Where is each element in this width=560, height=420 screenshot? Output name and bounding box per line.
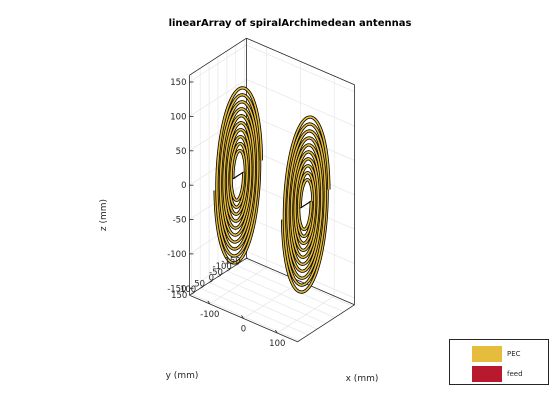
y-tick-label: 0 <box>209 274 214 284</box>
z-tick-label: -50 <box>173 216 187 226</box>
x-tick-mark <box>207 300 211 305</box>
legend-label-pec: PEC <box>507 350 521 358</box>
y-tick-mark <box>191 292 195 295</box>
legend-swatch-pec <box>472 346 502 362</box>
grid-line <box>226 270 336 318</box>
z-tick-label: 0 <box>181 181 186 191</box>
y-axis-label: y (mm) <box>166 371 199 381</box>
legend-item-feed: feed <box>472 366 523 382</box>
y-tick-mark <box>208 280 213 283</box>
axes-box-edge <box>246 257 355 306</box>
y-tick-label: -150 <box>221 256 240 266</box>
axes-box-edge <box>189 37 247 76</box>
grid-line <box>208 282 318 330</box>
y-tick-mark <box>244 257 248 260</box>
grid-line <box>217 276 327 324</box>
z-tick-label: 150 <box>170 78 186 88</box>
y-tick-mark <box>200 286 204 289</box>
legend: PEC feed <box>449 339 549 385</box>
y-tick-label: -50 <box>209 268 223 278</box>
x-tick-label: -100 <box>200 310 219 320</box>
grid-line <box>246 44 355 93</box>
grid-line <box>246 79 355 127</box>
legend-label-feed: feed <box>507 370 523 378</box>
grid-line <box>235 264 344 313</box>
x-tick-label: 0 <box>241 325 246 335</box>
spiral-arm-metal <box>283 116 330 286</box>
axes-box-edge <box>246 37 355 86</box>
spiral-arm-metal <box>216 87 263 257</box>
x-tick-mark <box>274 329 278 334</box>
z-tick-label: 50 <box>176 147 187 157</box>
y-tick-mark <box>235 263 239 266</box>
x-tick-mark <box>241 315 244 319</box>
y-tick-label: 150 <box>171 291 187 301</box>
chart-title: linearArray of spiralArchimedean antenna… <box>169 18 412 29</box>
grid <box>189 39 355 342</box>
grid-line <box>200 287 309 336</box>
grid-line <box>191 293 300 342</box>
feed-strip <box>300 200 312 209</box>
spiral-arm-metal <box>214 94 261 264</box>
z-tick-label: -150 <box>167 284 186 294</box>
spiral-antennas <box>213 86 331 294</box>
z-axis-label: z (mm) <box>99 199 109 231</box>
y-tick-mark <box>226 269 231 272</box>
y-tick-mark <box>217 274 222 278</box>
y-tick-label: 50 <box>194 280 205 290</box>
axes-box-edge <box>297 304 355 343</box>
z-tick-label: -100 <box>167 250 186 260</box>
legend-item-pec: PEC <box>472 346 521 362</box>
y-tick-label: -100 <box>213 262 232 272</box>
z-tick-label: 100 <box>170 112 186 122</box>
x-axis-label: x (mm) <box>346 374 379 384</box>
feed-strip <box>232 171 244 180</box>
x-tick-label: 100 <box>269 339 285 349</box>
grid-line <box>246 250 355 299</box>
legend-swatch-feed <box>472 366 502 382</box>
axis-ticks: 150100500-50-100-150150100500-50-100-150… <box>167 78 285 349</box>
spiral-arm-metal <box>281 123 328 293</box>
y-tick-label: 100 <box>180 285 196 295</box>
